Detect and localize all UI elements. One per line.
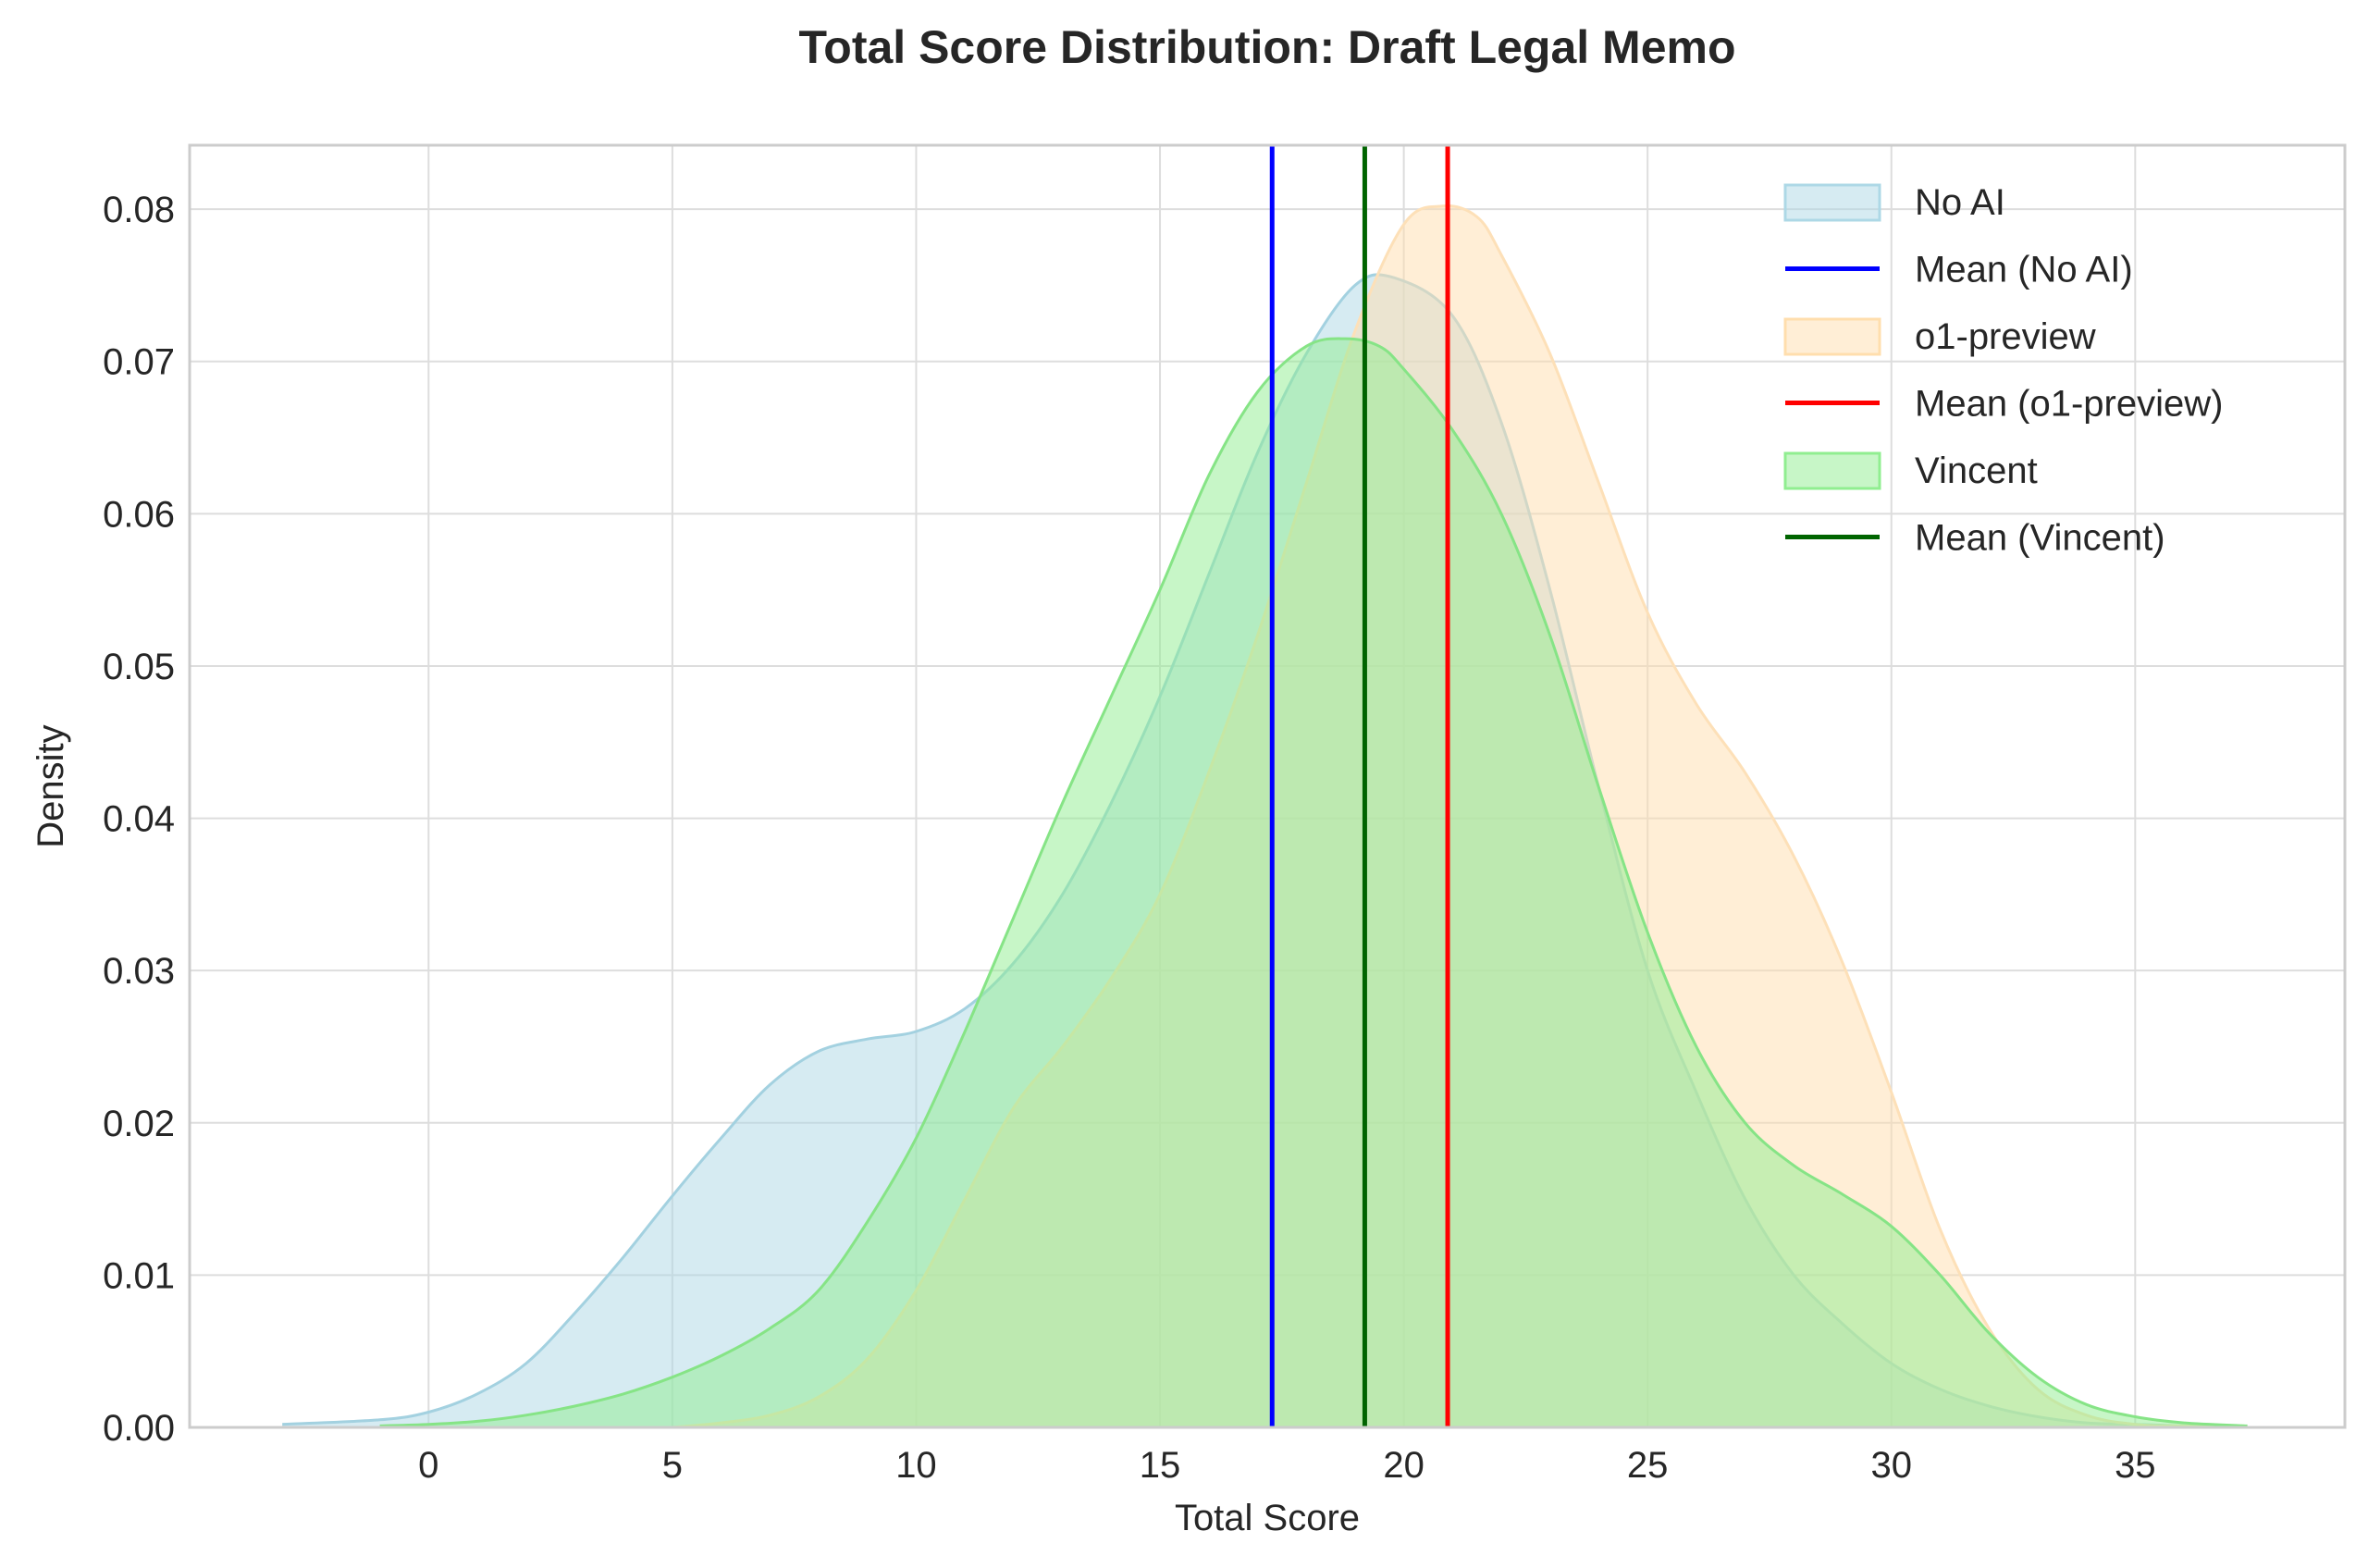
x-tick-label: 20 [1383, 1445, 1424, 1486]
y-tick-label: 0.03 [103, 951, 175, 992]
y-tick-label: 0.08 [103, 190, 175, 230]
mean-lines [1269, 145, 1450, 1427]
legend-label-mean-o1-preview-: Mean (o1-preview) [1915, 384, 2223, 425]
x-tick-label: 10 [895, 1445, 937, 1486]
x-axis-label: Total Score [1175, 1498, 1360, 1538]
y-tick-label: 0.05 [103, 647, 175, 687]
plot-frame [188, 143, 2347, 1429]
y-tick-label: 0.04 [103, 799, 175, 840]
x-tick-label: 25 [1627, 1445, 1669, 1486]
y-tick-label: 0.00 [103, 1408, 175, 1449]
y-axis-label: Density [31, 724, 71, 847]
density-areas [282, 204, 2248, 1429]
y-tick-label: 0.02 [103, 1104, 175, 1144]
x-tick-label: 35 [2115, 1445, 2156, 1486]
legend-swatch-vincent [1783, 451, 1881, 490]
y-tick-label: 0.07 [103, 342, 175, 383]
y-tick-label: 0.06 [103, 494, 175, 535]
density-edge-vincent [379, 337, 2248, 1427]
legend-swatch-no-ai [1783, 183, 1881, 222]
x-tick-label: 15 [1140, 1445, 1181, 1486]
tick-labels: 0 5 10 15 20 25 30 35 0.00 0.01 0.02 0.03 0.04 0.05 0.… [103, 190, 2155, 1486]
x-tick-label: 0 [418, 1445, 438, 1486]
x-tick-label: 5 [662, 1445, 683, 1486]
legend-swatch-o1-preview [1783, 317, 1881, 356]
legend: No AI Mean (No AI) o1-preview Mean (o1-prev… [1783, 182, 2223, 559]
y-tick-label: 0.01 [103, 1255, 175, 1296]
legend-label-mean-no-ai-: Mean (No AI) [1915, 250, 2133, 290]
legend-label-o1-preview: o1-preview [1915, 316, 2096, 357]
density-area-vincent [379, 339, 2248, 1428]
chart-title: Total Score Distribution: Draft Legal Me… [798, 21, 1736, 73]
legend-label-mean-vincent-: Mean (Vincent) [1915, 518, 2165, 559]
legend-label-no-ai: No AI [1915, 182, 2005, 223]
x-tick-label: 30 [1871, 1445, 1913, 1486]
legend-label-vincent: Vincent [1915, 451, 2038, 491]
